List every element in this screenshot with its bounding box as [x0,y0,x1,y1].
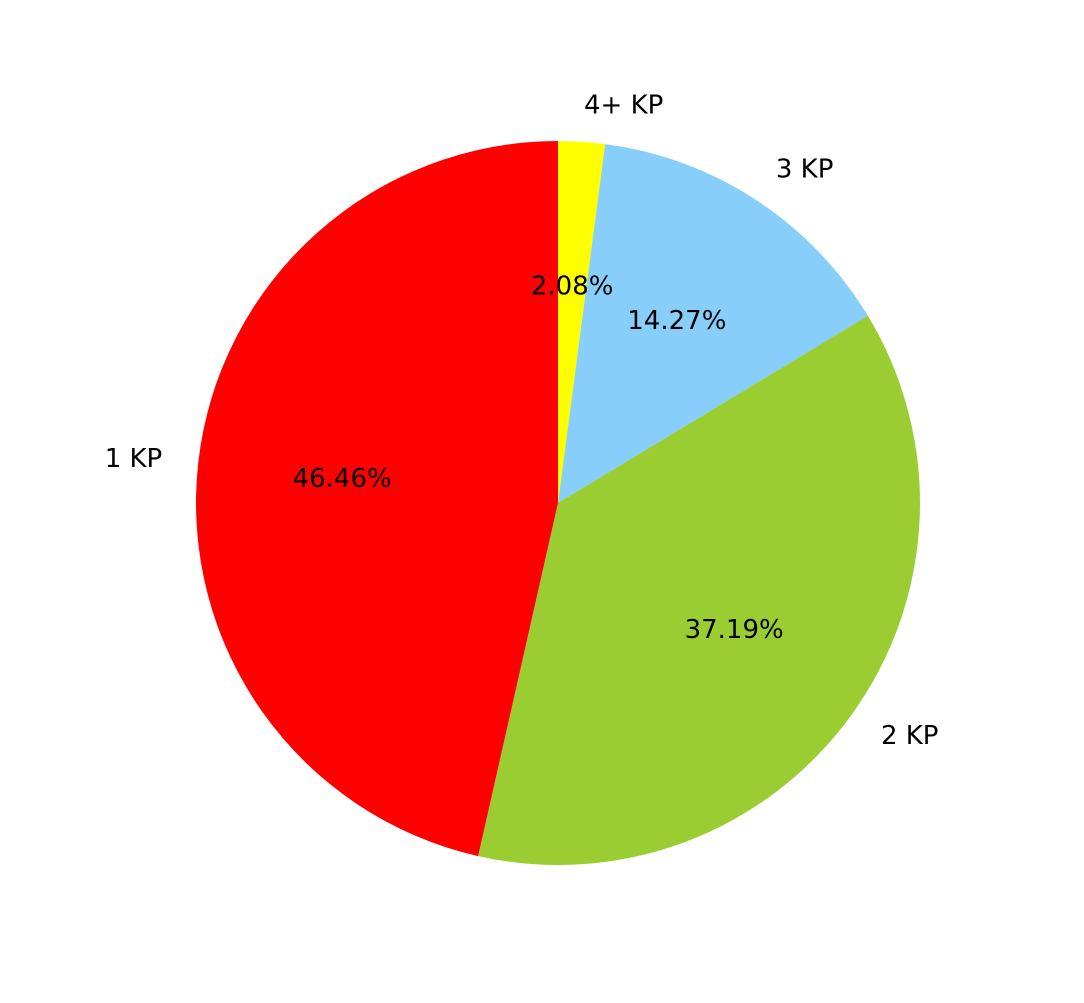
category-labels: 4+ KP 3 KP 2 KP 1 KP [105,91,939,751]
percent-label-3-kp: 14.27% [627,306,726,336]
category-label-1-kp: 1 KP [105,444,163,474]
category-label-3-kp: 3 KP [776,155,834,185]
pie-slice-4plus-kp [558,141,606,503]
percent-label-4plus-kp: 2.08% [531,271,614,301]
percent-label-2-kp: 37.19% [685,615,784,645]
percent-labels: 2.08% 14.27% 37.19% 46.46% [293,271,784,645]
pie-slice-1-kp [196,141,559,857]
percent-label-1-kp: 46.46% [293,464,392,494]
pie-slice-3-kp [558,144,868,503]
category-label-2-kp: 2 KP [881,721,939,751]
category-label-4plus-kp: 4+ KP [584,91,663,121]
pie-slice-2-kp [478,315,921,865]
pie-slices [196,141,921,865]
